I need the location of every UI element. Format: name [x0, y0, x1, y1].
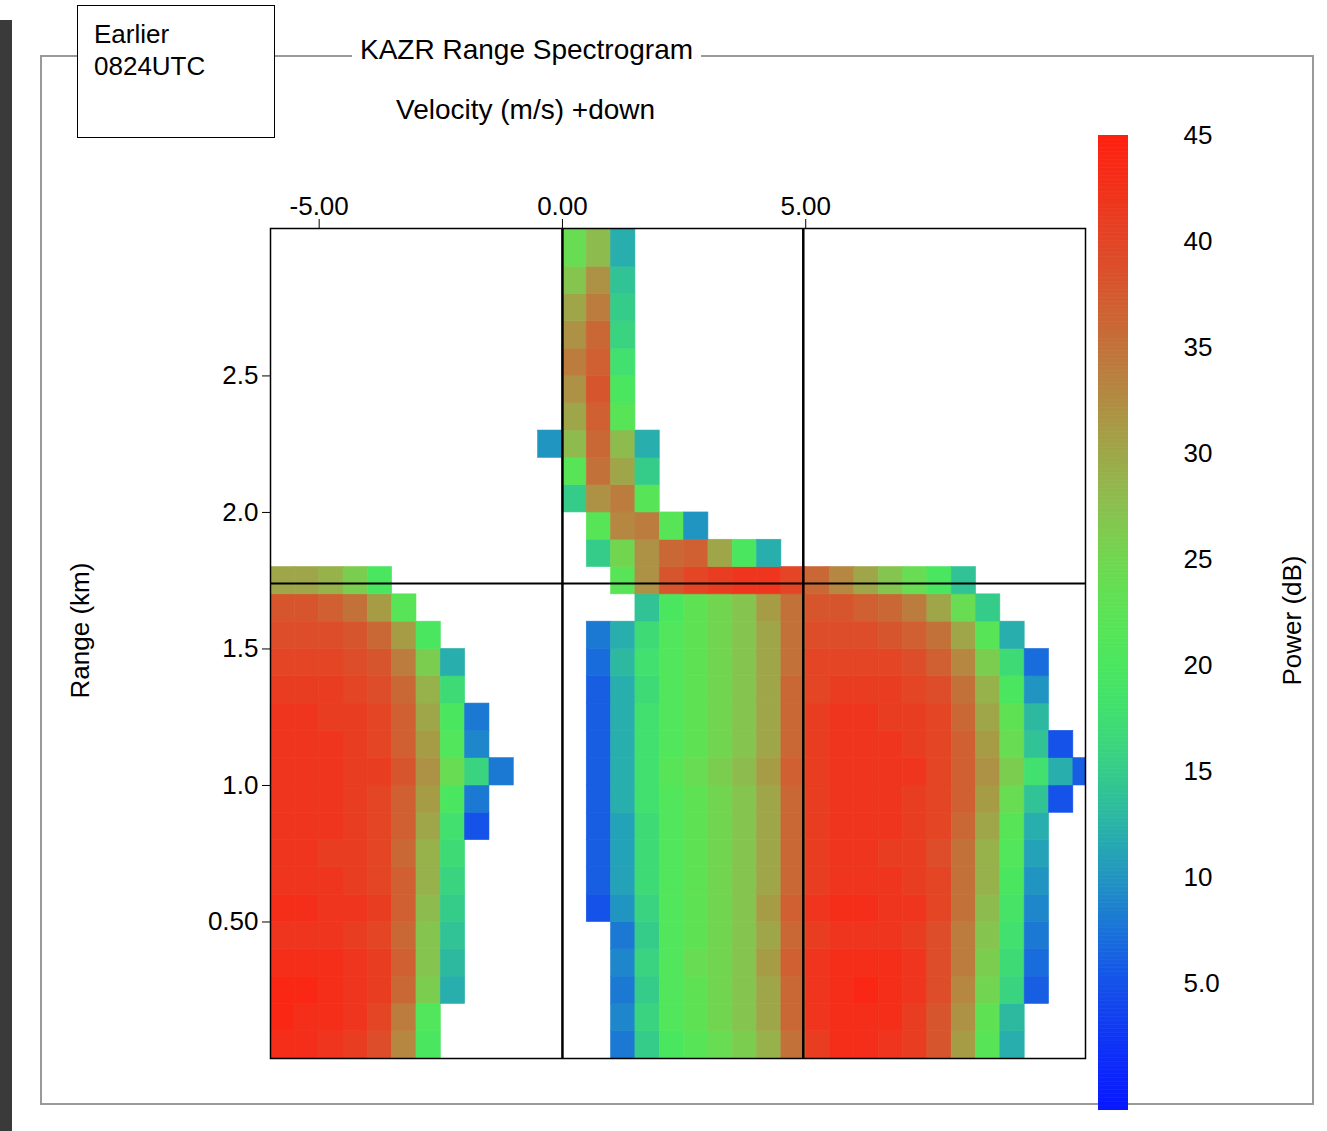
svg-text:2.0: 2.0: [222, 497, 258, 527]
html-text:Earlier: Earlier: [94, 19, 170, 49]
svg-text:2.5: 2.5: [222, 360, 258, 390]
svg-text:40: 40: [1184, 226, 1213, 256]
html-text:Velocity (m/s) +down: Velocity (m/s) +down: [396, 94, 656, 125]
svg-text:1.5: 1.5: [222, 633, 258, 663]
svg-text:45: 45: [1184, 120, 1213, 150]
svg-text:30: 30: [1184, 438, 1213, 468]
svg-text:25: 25: [1184, 544, 1213, 574]
svg-text:5.0: 5.0: [1184, 968, 1220, 998]
svg-text:15: 15: [1184, 756, 1213, 786]
html-text:KAZR Range Spectrogram: KAZR Range Spectrogram: [360, 34, 693, 65]
html-text:Range (km): Range (km): [64, 562, 95, 699]
svg-text:0.50: 0.50: [208, 906, 259, 936]
svg-text:20: 20: [1184, 650, 1213, 680]
html-text:Power (dB): Power (dB): [1276, 555, 1307, 686]
svg-text:10: 10: [1184, 862, 1213, 892]
svg-text:0.00: 0.00: [537, 191, 588, 221]
html-text:0824UTC: 0824UTC: [94, 51, 206, 81]
svg-text:1.0: 1.0: [222, 770, 258, 800]
svg-text:35: 35: [1184, 332, 1213, 362]
svg-text:-5.00: -5.00: [290, 191, 349, 221]
svg-text:5.00: 5.00: [780, 191, 831, 221]
